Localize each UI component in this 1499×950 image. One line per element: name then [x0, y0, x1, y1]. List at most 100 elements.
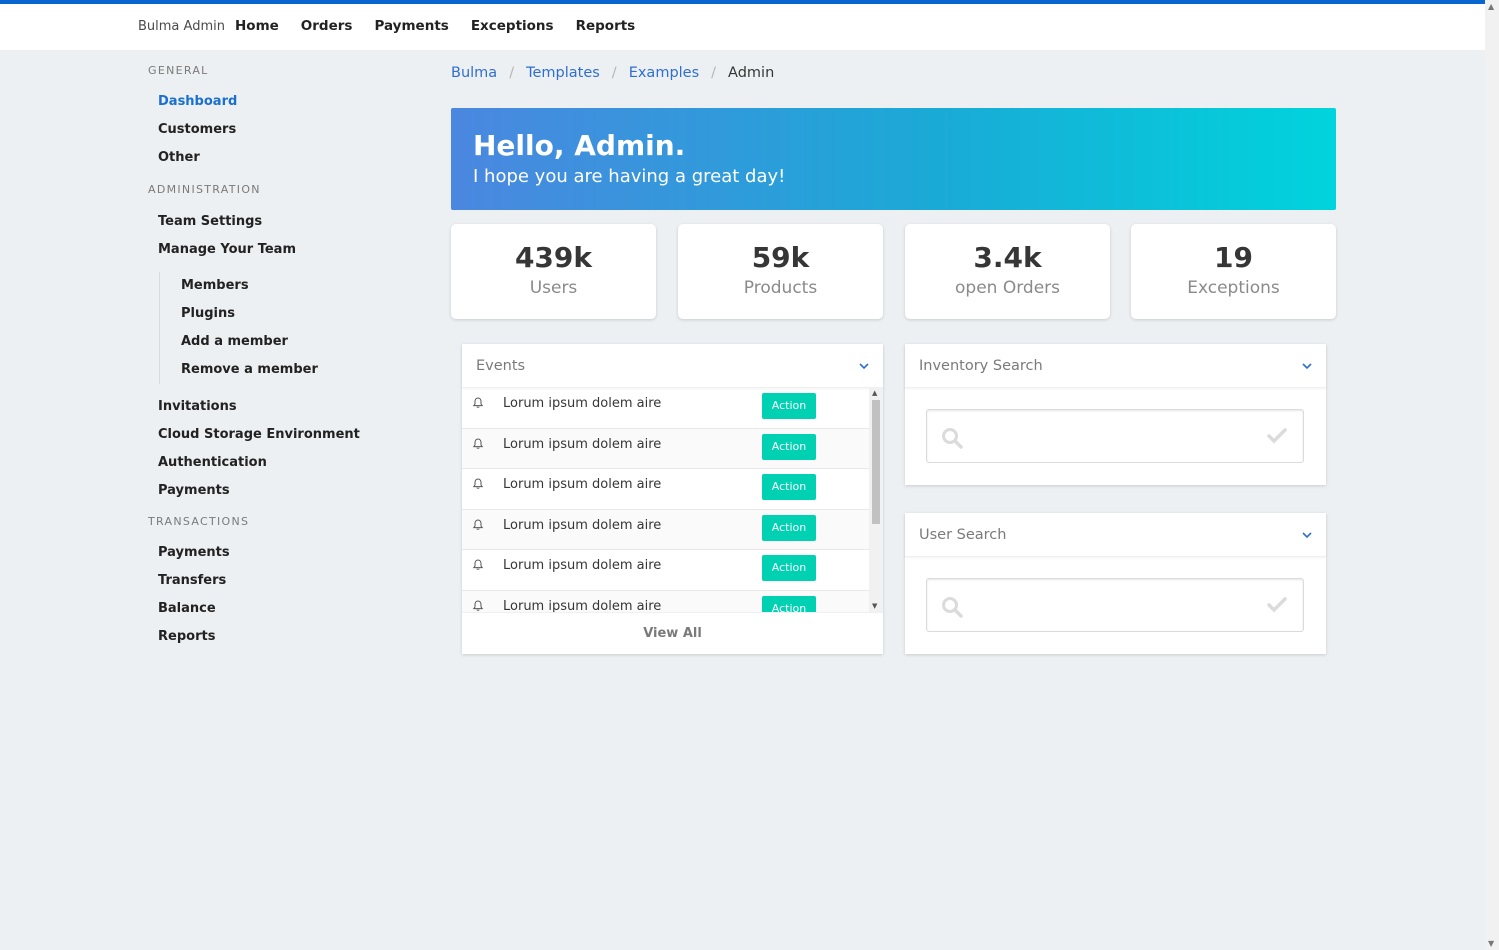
sidebar-item-team-settings[interactable]: Team Settings [158, 214, 263, 229]
action-button[interactable]: Action [762, 393, 816, 419]
bell-icon [472, 478, 484, 489]
sidebar-item-reports[interactable]: Reports [158, 629, 216, 644]
page-scrollbar[interactable]: ▲ ▼ [1485, 0, 1499, 950]
breadcrumb-templates[interactable]: Templates [526, 65, 600, 81]
scrollbar-thumb[interactable] [872, 400, 880, 524]
breadcrumb-current: Admin [728, 65, 775, 81]
action-button[interactable]: Action [762, 514, 816, 541]
user-search-input[interactable] [926, 578, 1304, 632]
stat-tile-orders: 3.4k open Orders [905, 224, 1110, 319]
nav-links: Home Orders Payments Exceptions Reports [235, 18, 635, 34]
list-item: Lorum ipsum dolem aire Action [462, 428, 869, 469]
event-text: Lorum ipsum dolem aire [503, 598, 662, 613]
breadcrumb-bulma[interactable]: Bulma [451, 65, 498, 81]
sidebar-item-cloud-storage[interactable]: Cloud Storage Environment [158, 427, 360, 442]
sidebar-item-add-member[interactable]: Add a member [181, 334, 288, 349]
stat-value: 3.4k [973, 241, 1042, 274]
scroll-down-arrow-icon[interactable]: ▼ [872, 602, 878, 610]
inventory-search-title: Inventory Search [919, 357, 1043, 374]
sidebar-item-other[interactable]: Other [158, 150, 200, 165]
breadcrumb-separator: / [509, 65, 515, 81]
breadcrumb: Bulma / Templates / Examples / Admin [451, 65, 774, 81]
scroll-up-arrow-icon[interactable]: ▲ [872, 389, 878, 397]
sidebar-item-admin-payments[interactable]: Payments [158, 483, 230, 498]
stat-tile-users: 439k Users [451, 224, 656, 319]
nav-reports[interactable]: Reports [575, 18, 636, 34]
welcome-hero: Hello, Admin. I hope you are having a gr… [451, 108, 1336, 210]
nav-home[interactable]: Home [235, 18, 279, 34]
hero-title: Hello, Admin. [473, 129, 686, 162]
bell-icon [472, 397, 484, 408]
action-button[interactable]: Action [762, 595, 816, 612]
sidebar-item-manage-team[interactable]: Manage Your Team [158, 242, 297, 257]
inventory-search-card: Inventory Search [905, 344, 1326, 485]
sidebar-item-payments[interactable]: Payments [158, 545, 230, 560]
action-button[interactable]: Action [762, 433, 816, 460]
brand-logo[interactable]: Bulma Admin [138, 19, 225, 34]
menu-label-general: General [148, 64, 209, 77]
user-search-card: User Search [905, 513, 1326, 654]
event-text: Lorum ipsum dolem aire [503, 396, 662, 411]
sidebar-item-dashboard[interactable]: Dashboard [158, 94, 238, 109]
team-submenu: Members Plugins Add a member Remove a me… [159, 272, 408, 384]
stat-tile-exceptions: 19 Exceptions [1131, 224, 1336, 319]
nav-payments[interactable]: Payments [374, 18, 449, 34]
stat-label: open Orders [955, 278, 1060, 298]
sidebar-item-remove-member[interactable]: Remove a member [181, 362, 318, 377]
sidebar-menu: General Dashboard Customers Other Admini… [148, 64, 408, 651]
stat-label: Exceptions [1187, 278, 1280, 298]
list-item: Lorum ipsum dolem aire Action [462, 388, 869, 429]
breadcrumb-separator: / [611, 65, 617, 81]
search-icon [942, 597, 963, 618]
events-list[interactable]: Lorum ipsum dolem aire Action Lorum ipsu… [462, 388, 869, 612]
menu-label-administration: Administration [148, 183, 261, 196]
hero-subtitle: I hope you are having a great day! [473, 166, 786, 187]
view-all-link[interactable]: View All [462, 612, 883, 654]
user-search-title: User Search [919, 526, 1007, 543]
events-scrollbar[interactable]: ▲ ▼ [869, 388, 883, 612]
event-text: Lorum ipsum dolem aire [503, 436, 662, 452]
sidebar-item-transfers[interactable]: Transfers [158, 573, 227, 588]
sidebar-item-invitations[interactable]: Invitations [158, 399, 237, 414]
events-title: Events [476, 357, 526, 374]
list-item: Lorum ipsum dolem aire Action [462, 509, 869, 550]
event-text: Lorum ipsum dolem aire [503, 477, 662, 492]
event-text: Lorum ipsum dolem aire [503, 558, 662, 573]
action-button[interactable]: Action [762, 555, 816, 581]
sidebar-item-plugins[interactable]: Plugins [181, 306, 235, 321]
stat-value: 19 [1214, 241, 1253, 274]
check-icon [1267, 597, 1287, 613]
chevron-down-icon[interactable] [1302, 528, 1312, 542]
bell-icon [472, 559, 484, 570]
user-search-header[interactable]: User Search [905, 513, 1326, 557]
sidebar-item-members[interactable]: Members [181, 278, 249, 293]
nav-exceptions[interactable]: Exceptions [470, 18, 554, 34]
sidebar-item-balance[interactable]: Balance [158, 601, 216, 616]
sidebar-item-authentication[interactable]: Authentication [158, 455, 267, 470]
events-card-header[interactable]: Events [462, 344, 883, 388]
scroll-up-arrow-icon[interactable]: ▲ [1488, 2, 1495, 11]
list-item: Lorum ipsum dolem aire Action [462, 590, 869, 613]
stat-label: Users [529, 278, 578, 298]
bell-icon [472, 518, 484, 530]
chevron-down-icon[interactable] [859, 359, 869, 373]
bell-icon [472, 599, 484, 611]
list-item: Lorum ipsum dolem aire Action [462, 550, 869, 591]
events-card: Events Lorum ipsum dolem aire Action Lor… [462, 344, 883, 654]
menu-label-transactions: Transactions [148, 515, 250, 528]
stat-value: 439k [514, 241, 593, 274]
event-text: Lorum ipsum dolem aire [503, 517, 662, 533]
breadcrumb-examples[interactable]: Examples [628, 65, 700, 81]
check-icon [1267, 428, 1287, 444]
inventory-search-header[interactable]: Inventory Search [905, 344, 1326, 388]
chevron-down-icon[interactable] [1302, 359, 1312, 373]
action-button[interactable]: Action [762, 474, 816, 500]
bell-icon [472, 437, 484, 449]
sidebar-item-customers[interactable]: Customers [158, 122, 237, 137]
scroll-down-arrow-icon[interactable]: ▼ [1488, 939, 1495, 948]
top-navbar: Bulma Admin Home Orders Payments Excepti… [0, 0, 1485, 50]
inventory-search-input[interactable] [926, 409, 1304, 463]
stat-value: 59k [751, 241, 810, 274]
nav-orders[interactable]: Orders [300, 18, 353, 34]
search-icon [942, 428, 963, 449]
